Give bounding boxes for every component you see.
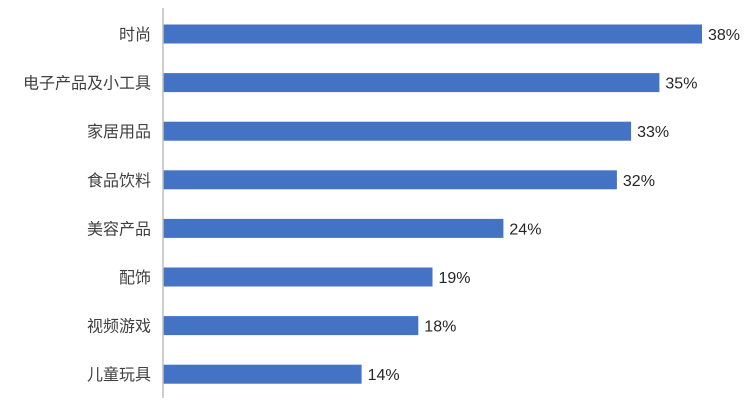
category-label-2: 家居用品 (87, 122, 151, 141)
value-label-1: 35% (665, 76, 697, 93)
category-label-4: 美容产品 (87, 219, 151, 238)
category-label-0: 时尚 (119, 25, 151, 44)
value-label-4: 24% (509, 221, 541, 238)
value-label-6: 18% (424, 319, 456, 336)
category-label-5: 配饰 (119, 268, 151, 287)
bar-3 (163, 170, 617, 190)
bar-0 (163, 24, 702, 44)
category-label-1: 电子产品及小工具 (23, 74, 151, 93)
value-label-2: 33% (637, 124, 669, 141)
value-label-7: 14% (368, 367, 400, 384)
bar-7 (163, 364, 362, 384)
bar-1 (163, 73, 660, 93)
category-label-7: 儿童玩具 (87, 365, 151, 384)
value-label-3: 32% (623, 173, 655, 190)
bars-layer (163, 24, 702, 384)
category-label-3: 食品饮料 (87, 171, 151, 190)
bar-5 (163, 267, 433, 287)
value-label-5: 19% (439, 270, 471, 287)
value-label-0: 38% (708, 27, 740, 44)
labels-layer: 时尚 38% 电子产品及小工具 35% 家居用品 33% 食品饮料 32% 美容产品 24% 配饰 1… (23, 25, 740, 384)
bar-6 (163, 316, 419, 336)
category-label-6: 视频游戏 (87, 317, 151, 336)
bar-4 (163, 218, 504, 238)
bar-2 (163, 121, 632, 141)
